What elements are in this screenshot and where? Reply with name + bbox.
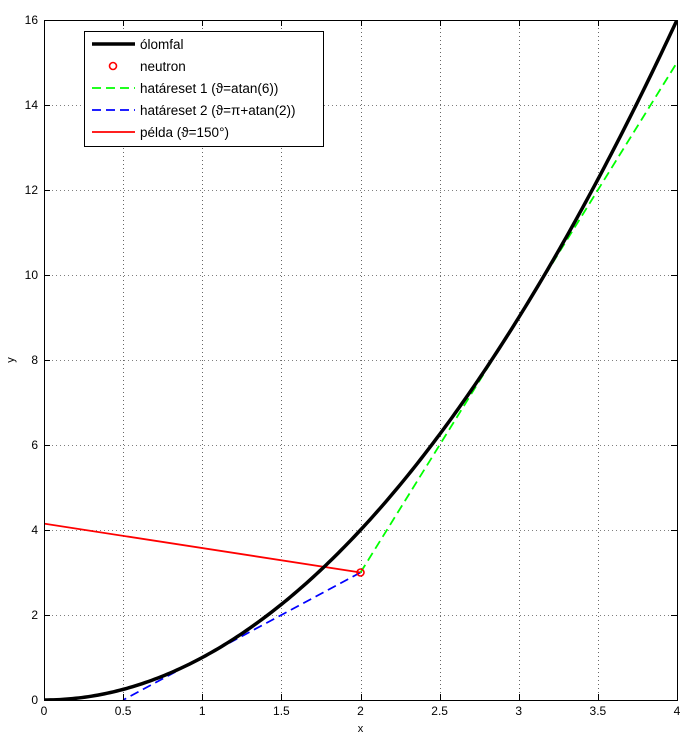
legend-marker xyxy=(108,61,118,71)
legend-box xyxy=(84,31,324,147)
y-tick-label: 16 xyxy=(25,13,39,27)
x-tick-label: 2 xyxy=(357,704,364,718)
x-tick-label: 3 xyxy=(515,704,522,718)
series-pelda-line xyxy=(44,522,361,574)
x-tick-label: 4 xyxy=(674,704,681,718)
y-tick-label: 0 xyxy=(31,693,38,707)
x-tick-label: 0 xyxy=(41,704,48,718)
x-tick-label: 3.5 xyxy=(590,704,607,718)
legend-item: határeset 2 (ϑ=π+atan(2)) xyxy=(92,103,296,118)
y-tick-label: 2 xyxy=(31,608,38,622)
y-tick-label: 4 xyxy=(31,523,38,537)
series-layer xyxy=(44,20,677,700)
y-tick-label: 14 xyxy=(25,98,39,112)
series-neutron-marker xyxy=(356,568,365,577)
legend-item: ólomfal xyxy=(92,37,184,52)
legend-label: példa (ϑ=150°) xyxy=(140,125,229,140)
legend-label: ólomfal xyxy=(140,37,184,52)
series-olomfal-curve xyxy=(44,20,677,700)
y-tick-label: 10 xyxy=(25,268,39,282)
y-tick-label: 6 xyxy=(31,438,38,452)
axis-ticks: 0 0.5 1 1.5 2 2.5 3 3.5 4 0 2 4 6 8 10 12 14 16 xyxy=(25,13,681,718)
y-tick-label: 12 xyxy=(25,183,39,197)
x-tick-label: 0.5 xyxy=(115,704,132,718)
series-hataresetek2-line xyxy=(122,571,361,700)
x-tick-label: 1 xyxy=(199,704,206,718)
x-tick-label: 2.5 xyxy=(431,704,448,718)
y-tick-label: 8 xyxy=(31,353,38,367)
x-tick-label: 1.5 xyxy=(273,704,290,718)
x-axis-label: x xyxy=(358,723,364,735)
legend-label: neutron xyxy=(140,59,186,74)
legend-item: neutron xyxy=(108,59,186,74)
legend-label: határeset 2 (ϑ=π+atan(2)) xyxy=(140,103,296,118)
y-axis-label: y xyxy=(5,357,17,363)
legend-label: határeset 1 (ϑ=atan(6)) xyxy=(140,81,278,96)
legend-item: határeset 1 (ϑ=atan(6)) xyxy=(92,81,278,96)
legend-item: példa (ϑ=150°) xyxy=(92,125,229,140)
legend: ólomfal neutron határeset 1 (ϑ=atan(6)) hat… xyxy=(84,31,324,147)
